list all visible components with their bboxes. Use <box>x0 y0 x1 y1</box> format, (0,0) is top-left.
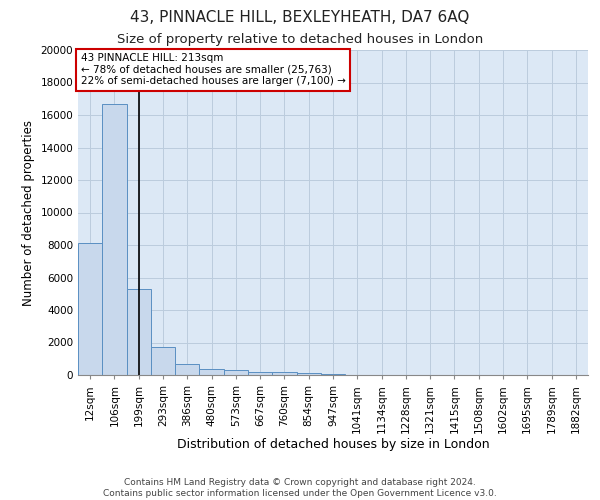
Text: 43, PINNACLE HILL, BEXLEYHEATH, DA7 6AQ: 43, PINNACLE HILL, BEXLEYHEATH, DA7 6AQ <box>130 10 470 25</box>
Bar <box>78 244 102 375</box>
Bar <box>224 370 248 375</box>
Bar <box>199 370 224 375</box>
Bar <box>127 289 151 375</box>
Bar <box>151 346 175 375</box>
Bar <box>296 374 321 375</box>
Text: 43 PINNACLE HILL: 213sqm
← 78% of detached houses are smaller (25,763)
22% of se: 43 PINNACLE HILL: 213sqm ← 78% of detach… <box>80 53 346 86</box>
Bar <box>248 372 272 375</box>
Y-axis label: Number of detached properties: Number of detached properties <box>22 120 35 306</box>
X-axis label: Distribution of detached houses by size in London: Distribution of detached houses by size … <box>176 438 490 452</box>
Text: Contains HM Land Registry data © Crown copyright and database right 2024.
Contai: Contains HM Land Registry data © Crown c… <box>103 478 497 498</box>
Bar <box>175 364 199 375</box>
Text: Size of property relative to detached houses in London: Size of property relative to detached ho… <box>117 32 483 46</box>
Bar <box>272 372 296 375</box>
Bar <box>321 374 345 375</box>
Bar <box>102 104 127 375</box>
